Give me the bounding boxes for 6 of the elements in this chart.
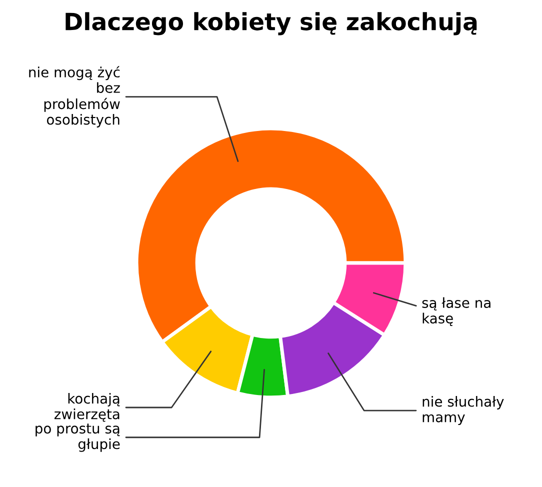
slice-label: kochają zwierzęta (54, 393, 120, 422)
slice-label: nie słuchały mamy (422, 396, 504, 426)
slice-label: są łase na kasę (422, 297, 490, 326)
slice-label: po prostu są głupie (36, 424, 120, 452)
slice-label: nie mogą żyć bez problemów osobistych (29, 66, 120, 128)
chart-title: Dlaczego kobiety się zakochują (66, 12, 477, 36)
